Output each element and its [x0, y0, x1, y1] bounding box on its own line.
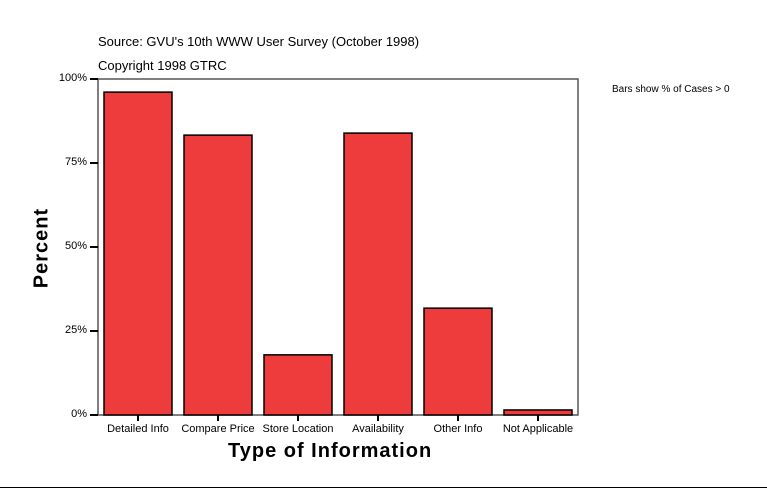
chart-copyright: Copyright 1998 GTRC: [98, 58, 227, 73]
y-tick-label: 0%: [71, 408, 87, 420]
x-axis-label: Type of Information: [228, 440, 433, 462]
x-tick-label: Availability: [352, 423, 404, 435]
bottom-divider: [0, 487, 767, 488]
x-tick-label: Other Info: [433, 423, 483, 435]
bar: [263, 354, 333, 416]
bar: [103, 91, 173, 416]
chart-source: Source: GVU's 10th WWW User Survey (Octo…: [98, 34, 420, 49]
chart-note: Bars show % of Cases > 0: [612, 84, 730, 95]
bar: [503, 409, 573, 416]
y-tick-label: 25%: [64, 324, 87, 336]
x-tick-label: Store Location: [262, 423, 334, 435]
y-tick-label: 75%: [64, 156, 87, 168]
y-tick-label: 50%: [64, 240, 87, 252]
x-tick-label: Detailed Info: [107, 423, 169, 435]
bar: [343, 132, 413, 416]
bar: [423, 307, 493, 416]
bar: [183, 134, 253, 416]
x-tick-label: Compare Price: [181, 423, 255, 435]
y-tick-label: 100%: [58, 72, 87, 84]
x-tick-label: Not Applicable: [502, 423, 574, 435]
